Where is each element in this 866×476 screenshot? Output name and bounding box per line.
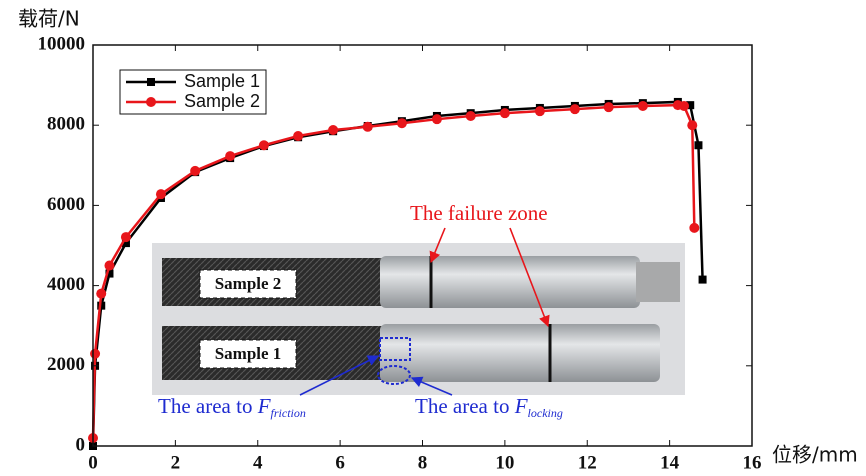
failure-zone-label: The failure zone — [410, 201, 548, 225]
y-tick-label: 6000 — [47, 194, 85, 215]
x-tick-label: 6 — [335, 452, 345, 473]
marker — [90, 348, 101, 359]
marker — [155, 189, 166, 200]
friction-label: The area to Ffriction — [158, 394, 306, 420]
annotation-symbol: F — [514, 394, 528, 418]
marker — [328, 125, 339, 136]
marker — [698, 275, 707, 284]
marker — [258, 140, 269, 151]
marker — [603, 102, 614, 113]
y-tick-label: 8000 — [47, 114, 85, 135]
annotation-subscript: locking — [528, 406, 563, 420]
legend-label: Sample 2 — [184, 91, 260, 111]
legend-label: Sample 1 — [184, 71, 260, 91]
marker — [105, 269, 114, 278]
marker — [96, 288, 107, 299]
marker — [225, 151, 236, 162]
sample-label: Sample 1 — [215, 344, 282, 363]
marker — [396, 118, 407, 129]
label-box — [199, 269, 297, 299]
x-tick-label: 14 — [660, 452, 680, 473]
sample-label: Sample 2 — [215, 274, 282, 293]
marker — [534, 106, 545, 117]
arrow — [429, 227, 446, 264]
annotation-text: The area to — [415, 394, 515, 418]
x-tick-label: 8 — [418, 452, 428, 473]
marker — [104, 260, 115, 271]
x-tick-label: 12 — [578, 452, 597, 473]
marker — [637, 100, 648, 111]
x-tick-label: 4 — [253, 452, 263, 473]
arrow — [299, 355, 380, 396]
y-tick-label: 2000 — [47, 354, 85, 375]
marker — [694, 141, 703, 150]
marker — [293, 131, 304, 142]
legend-marker — [147, 78, 155, 86]
marker — [499, 108, 510, 119]
annotation-subscript: friction — [271, 406, 306, 420]
metal-sleeve — [380, 324, 660, 382]
y-tick-label: 10000 — [38, 33, 86, 54]
friction-area — [379, 337, 411, 361]
marker — [689, 222, 700, 233]
locking-area — [377, 365, 411, 385]
series-line — [91, 103, 696, 439]
marker — [465, 110, 476, 121]
series-line — [91, 100, 704, 447]
x-tick-label: 10 — [495, 452, 514, 473]
marker — [687, 120, 698, 131]
arrow — [509, 227, 550, 328]
thread-end — [636, 262, 680, 302]
marker — [679, 100, 690, 111]
marker — [569, 104, 580, 115]
inset-photo: Sample 2 Sample 1 The failure zone The a… — [152, 201, 685, 420]
y-tick-label: 4000 — [47, 274, 85, 295]
marker — [121, 239, 130, 248]
y-axis-label: 载荷/N — [18, 7, 80, 31]
x-tick-label: 2 — [171, 452, 181, 473]
metal-sleeve — [380, 256, 640, 308]
x-tick-label: 16 — [743, 452, 762, 473]
marker — [431, 114, 442, 125]
marker — [362, 121, 373, 132]
y-tick-label: 0 — [76, 434, 86, 455]
x-tick-label: 0 — [88, 452, 98, 473]
marker — [190, 165, 201, 176]
annotation-symbol: F — [257, 394, 271, 418]
marker — [686, 101, 695, 110]
annotation-text: The area to — [158, 394, 258, 418]
legend-box — [119, 69, 267, 115]
legend-marker — [146, 97, 156, 107]
locking-label: The area to Flocking — [415, 394, 563, 420]
label-box — [199, 339, 297, 369]
marker — [120, 232, 131, 243]
x-axis-label: 位移/mm — [772, 443, 858, 467]
arrow — [410, 376, 453, 396]
